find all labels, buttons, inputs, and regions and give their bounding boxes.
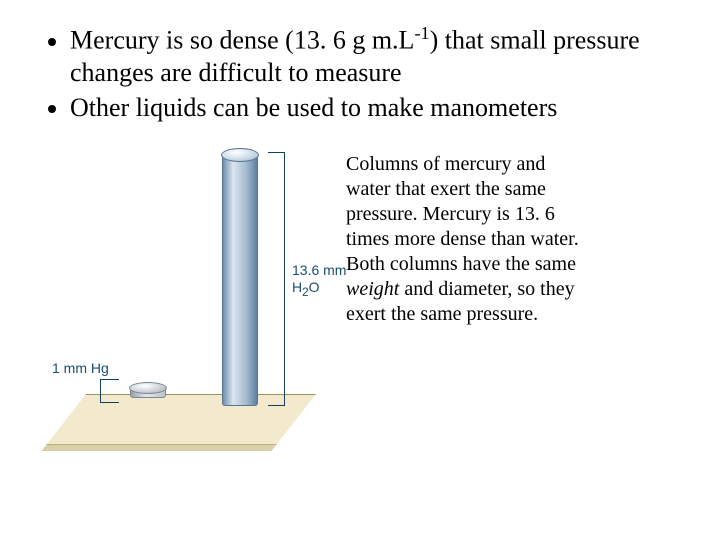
cap-l6a: weight (346, 278, 399, 300)
cap-l3: pressure. Mercury is 13. 6 (346, 203, 555, 225)
water-bracket (268, 152, 285, 406)
bullet-1: Mercury is so dense (13. 6 g m.L-1) that… (70, 22, 674, 90)
cap-l1: Columns of mercury and (346, 153, 545, 175)
bullet-2: Other liquids can be used to make manome… (70, 92, 674, 125)
bullet-1-exp: -1 (414, 23, 429, 43)
mercury-bracket (100, 379, 119, 403)
water-value: 13.6 mm (292, 262, 346, 278)
cap-l5: Both columns have the same (346, 253, 576, 275)
bullet-list: Mercury is so dense (13. 6 g m.L-1) that… (46, 22, 674, 124)
bullet-1-pre: Mercury is so dense (13. 6 g m.L (70, 26, 414, 55)
mercury-label: 1 mm Hg (52, 360, 109, 376)
cap-l4: times more dense than water. (346, 228, 579, 250)
column-comparison-figure: 1 mm Hg 13.6 mm H2O (46, 134, 346, 454)
water-formula-h: H (292, 279, 302, 295)
water-formula-o: O (309, 279, 320, 295)
cap-l6b: and diameter, so they (399, 278, 574, 300)
water-column (222, 152, 258, 406)
water-label: 13.6 mm H2O (292, 262, 346, 300)
figure-caption: Columns of mercury and water that exert … (346, 134, 599, 327)
cap-l2: water that exert the same (346, 178, 546, 200)
cap-l7: exert the same pressure. (346, 303, 538, 325)
